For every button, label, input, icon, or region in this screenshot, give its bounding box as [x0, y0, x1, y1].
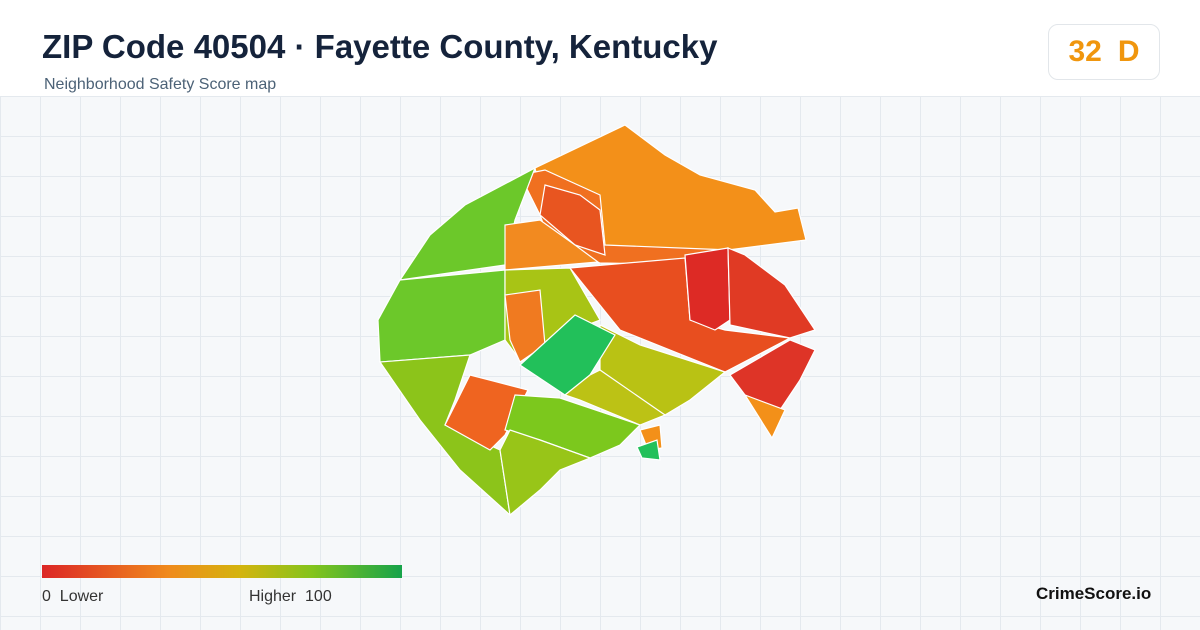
subtitle: Neighborhood Safety Score map — [44, 76, 277, 93]
brand: CrimeScore.io — [1036, 584, 1152, 603]
region — [563, 369, 667, 426]
header — [0, 0, 1200, 96]
region — [727, 247, 816, 339]
legend-max-value: 100 — [305, 588, 332, 605]
legend-max: Higher 100 — [249, 588, 332, 606]
region — [743, 393, 786, 440]
legend-min-label: Lower — [59, 588, 104, 605]
region — [519, 314, 616, 396]
title: ZIP Code 40504 · Fayette County, Kentuck… — [42, 28, 718, 65]
region — [504, 219, 600, 271]
legend-min: 0 Lower — [42, 588, 103, 606]
score-grade: D — [1117, 35, 1140, 68]
region — [684, 247, 731, 331]
score-value: 32 — [1068, 35, 1102, 68]
region — [444, 374, 529, 451]
legend-max-label: Higher — [249, 588, 297, 605]
region — [539, 184, 606, 256]
score-badge: 32 D — [1048, 24, 1160, 80]
region — [636, 439, 661, 461]
region — [377, 269, 506, 363]
legend-gradient — [42, 565, 402, 578]
legend-min-value: 0 — [42, 588, 51, 605]
region — [499, 429, 592, 517]
